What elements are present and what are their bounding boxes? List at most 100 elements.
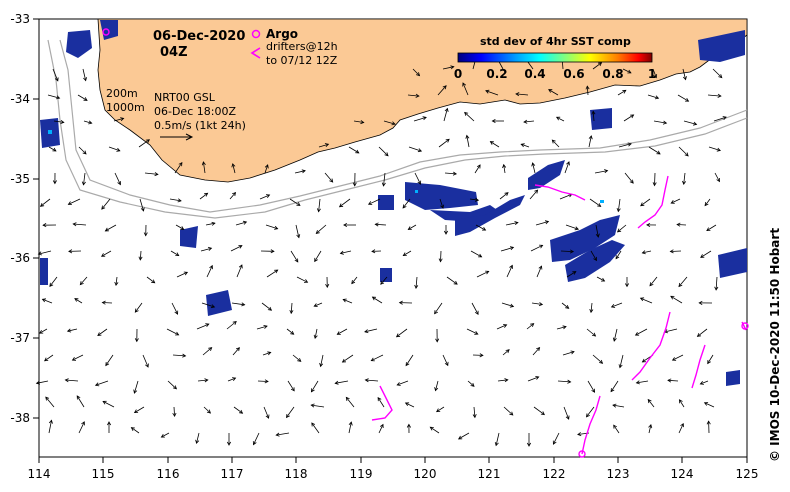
- current-vector-head: [48, 419, 53, 424]
- current-vector-head: [81, 421, 85, 426]
- current-vector: [464, 112, 475, 122]
- current-vector: [476, 270, 489, 278]
- current-vector-head: [360, 120, 365, 125]
- current-vector-head: [406, 423, 411, 428]
- drifter-tracks: [371, 175, 747, 455]
- current-vector-head: [296, 202, 301, 206]
- argo-legend-icon: [251, 29, 261, 39]
- current-vector: [402, 198, 411, 209]
- x-tick-114: 114: [28, 467, 51, 481]
- current-vector: [438, 138, 450, 148]
- current-vector: [324, 172, 334, 183]
- current-vector-head: [275, 432, 280, 437]
- current-vector: [232, 347, 240, 356]
- current-vector: [532, 162, 536, 174]
- current-vector: [467, 380, 475, 387]
- current-vector-head: [239, 409, 244, 414]
- current-vector-head: [88, 120, 93, 125]
- current-vector-head: [604, 169, 609, 174]
- current-vector: [562, 351, 575, 356]
- current-vector: [259, 194, 270, 200]
- current-vector: [712, 68, 723, 78]
- y-tick-34: -34: [10, 92, 30, 106]
- current-vector-head: [610, 304, 616, 308]
- current-vector: [77, 94, 88, 101]
- current-vector: [115, 276, 118, 286]
- current-vector: [97, 328, 108, 336]
- current-vector-head: [474, 331, 479, 335]
- current-vector: [73, 223, 87, 226]
- current-vector-head: [453, 280, 458, 285]
- current-vector-head: [635, 380, 640, 385]
- current-vector: [649, 276, 658, 286]
- current-vector: [196, 432, 200, 444]
- current-vector: [565, 224, 579, 230]
- current-vector: [592, 354, 603, 364]
- current-vector-head: [83, 77, 87, 82]
- current-vector: [296, 276, 308, 283]
- current-vector: [318, 143, 329, 148]
- current-vector-head: [252, 441, 257, 446]
- current-vector: [79, 276, 88, 285]
- product-label: NRT00 GSL: [154, 91, 216, 104]
- current-vector-head: [339, 250, 344, 255]
- current-vector-head: [405, 362, 410, 367]
- current-vector: [559, 193, 572, 200]
- current-vector: [612, 404, 625, 408]
- current-vector-head: [414, 284, 419, 290]
- current-vector-head: [42, 223, 47, 228]
- x-tick-118: 118: [285, 467, 308, 481]
- current-vector: [48, 420, 52, 434]
- current-vector-head: [639, 297, 645, 302]
- current-vector-head: [514, 221, 519, 226]
- current-vector-head: [35, 380, 41, 385]
- current-vector-head: [654, 95, 660, 100]
- current-vector: [138, 139, 150, 148]
- current-vector: [114, 172, 121, 185]
- current-vector-head: [509, 303, 515, 308]
- current-vector: [566, 271, 577, 278]
- current-vector-head: [172, 385, 178, 390]
- current-vector-head: [505, 349, 510, 354]
- current-vector-head: [485, 89, 490, 94]
- current-vector-head: [83, 97, 88, 101]
- current-vector: [231, 302, 245, 306]
- current-vector-head: [552, 440, 557, 445]
- current-vector: [617, 224, 627, 233]
- current-vector-head: [597, 203, 602, 207]
- current-vector: [314, 302, 323, 307]
- current-vector: [377, 397, 385, 408]
- current-vector-head: [342, 298, 347, 303]
- current-vector-head: [232, 377, 237, 381]
- current-vector-head: [355, 149, 360, 154]
- current-vector: [670, 295, 683, 304]
- colorbar-tick-02: 0.2: [486, 67, 507, 81]
- current-vector: [68, 198, 81, 205]
- x-tick-115: 115: [92, 467, 115, 481]
- current-vector: [39, 328, 48, 334]
- current-vector: [206, 265, 213, 278]
- current-vector-head: [145, 363, 149, 368]
- current-vector-head: [443, 230, 449, 235]
- current-vector-head: [434, 310, 438, 315]
- y-tick-38: -38: [10, 411, 30, 425]
- current-vector-head: [574, 226, 580, 231]
- current-vector-head: [107, 421, 112, 426]
- current-vector: [407, 94, 419, 97]
- current-vector-head: [714, 286, 719, 291]
- current-vector-head: [612, 403, 617, 408]
- current-vector-head: [569, 249, 575, 254]
- current-vector-head: [520, 143, 525, 148]
- current-vector: [396, 328, 408, 338]
- x-tick-123: 123: [607, 467, 630, 481]
- current-vector-head: [82, 150, 87, 155]
- current-vector-head: [538, 302, 544, 307]
- current-vector-head: [201, 161, 206, 166]
- y-tick-35: -35: [10, 172, 30, 186]
- isobath-lines: [47, 39, 748, 219]
- current-vector: [590, 302, 593, 313]
- current-vector-head: [232, 320, 237, 325]
- current-vector-head: [345, 396, 350, 401]
- current-vector-head: [329, 178, 334, 183]
